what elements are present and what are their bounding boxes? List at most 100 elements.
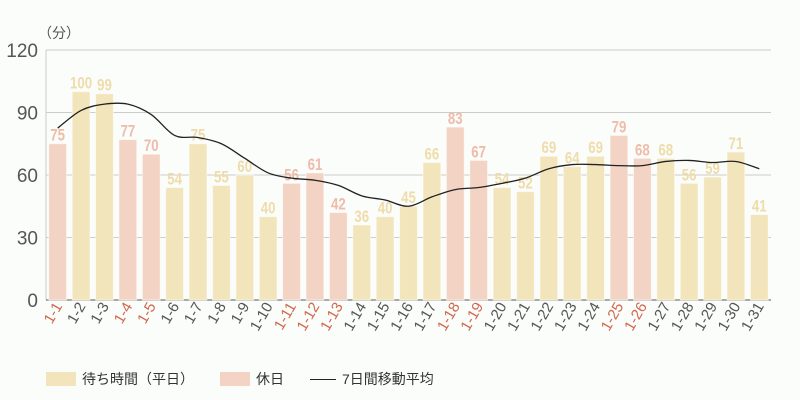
x-tick-label: 1-31 [738,300,768,335]
legend-swatch-holiday [220,372,250,386]
data-label: 42 [331,195,346,214]
data-label: 79 [612,118,627,137]
x-tick-label: 1-23 [551,300,581,335]
y-tick-label: 90 [17,104,38,125]
bar [492,187,512,301]
bar [141,153,161,301]
x-tick-label: 1-30 [715,300,745,335]
data-label: 67 [471,143,486,162]
bar [726,151,746,301]
x-tick-label: 1-7 [181,300,207,327]
x-tick-label: 1-1 [41,300,67,327]
bar [399,205,418,301]
bar [71,91,91,301]
x-tick-label: 1-4 [111,300,137,327]
bar [188,143,208,301]
x-tick-label: 1-8 [204,300,230,327]
x-tick-label: 1-28 [668,300,698,335]
legend-label: 休日 [256,371,284,387]
data-label: 100 [70,74,92,93]
data-label: 69 [588,139,603,158]
x-tick-label: 1-11 [271,300,300,334]
legend-holiday: 休日 [220,369,284,389]
data-label: 56 [682,166,697,185]
data-label: 71 [729,135,744,154]
bar [632,157,652,301]
data-label: 66 [425,145,440,164]
bar [469,159,489,301]
legend: 待ち時間（平日） 休日 7日間移動平均 [0,366,800,392]
bar [609,134,629,301]
x-tick-label: 1-29 [691,300,721,335]
bar [656,157,676,301]
y-unit-label: （分） [38,25,80,41]
x-tick-label: 1-24 [574,300,604,335]
bar [118,139,138,301]
bar [165,187,185,301]
data-label: 52 [518,174,533,193]
x-tick-label: 1-16 [387,300,417,335]
bar [258,216,278,301]
data-label: 75 [191,126,206,145]
data-label: 61 [308,155,323,174]
data-label: 75 [50,126,65,145]
data-label: 40 [261,199,276,218]
data-label: 70 [144,137,159,156]
legend-line [310,378,336,380]
x-tick-label: 1-3 [87,300,113,327]
y-tick-label: 120 [6,41,38,62]
x-tick-label: 1-26 [621,300,651,335]
data-label: 68 [658,141,673,160]
data-label: 56 [284,166,299,185]
x-tick-label: 1-13 [317,300,347,335]
bar [282,182,301,301]
x-tick-label: 1-21 [504,300,534,335]
bar [212,184,231,301]
bar [375,216,395,301]
x-tick-label: 1-19 [457,300,487,335]
x-tick-label: 1-2 [64,300,90,327]
x-tick-label: 1-27 [644,300,674,335]
x-tick-label: 1-10 [247,300,277,335]
data-label: 59 [705,160,720,179]
bar [539,155,559,301]
bar [328,212,348,301]
bar [422,162,442,301]
legend-swatch-weekday [46,372,76,386]
bar [749,214,769,301]
data-label: 41 [752,197,767,216]
data-label: 40 [378,199,393,218]
x-tick-label: 1-5 [134,300,160,327]
legend-label: 7日間移動平均 [342,371,434,387]
bar [95,93,114,301]
moving-average-line [57,102,760,207]
bar [352,224,372,301]
x-tick-label: 1-18 [434,300,464,335]
y-tick-label: 30 [17,229,38,250]
data-label: 64 [565,149,580,168]
chart: （分） 75 100 99 77 70 54 75 55 60 40 56 61 42 36 40 45 66 8… [6,25,771,335]
data-label: 83 [448,110,463,129]
bar [562,166,582,301]
data-label: 54 [167,170,182,189]
data-label: 68 [635,141,650,160]
bar [235,174,255,301]
x-tick-label: 1-6 [158,300,184,327]
x-tick-label: 1-20 [481,300,511,335]
y-tick-label: 60 [17,166,38,187]
legend-weekday: 待ち時間（平日） [46,369,194,389]
data-label: 69 [541,139,556,158]
y-tick-label: 0 [27,291,38,312]
bar [703,176,722,301]
data-label: 77 [120,122,135,141]
bar [586,155,605,301]
legend-label: 待ち時間（平日） [82,371,194,387]
x-tick-label: 1-25 [598,300,628,335]
bar [48,143,68,301]
data-label: 54 [495,170,510,189]
x-tick-label: 1-15 [364,300,394,335]
bar [679,182,699,301]
data-label: 45 [401,189,416,208]
x-tick-label: 1-12 [294,300,324,335]
data-label: 60 [237,158,252,177]
